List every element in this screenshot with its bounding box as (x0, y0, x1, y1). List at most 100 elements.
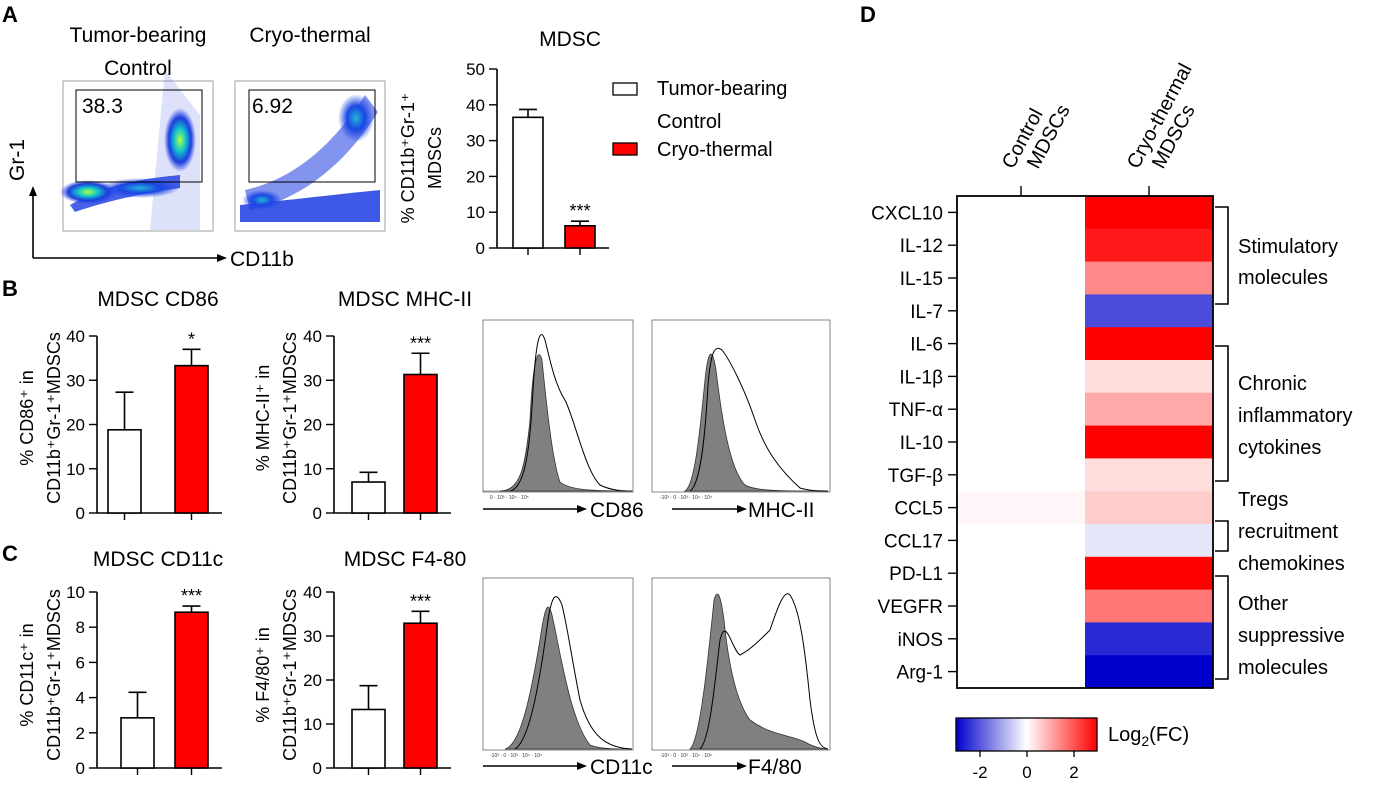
y-axis-label-line2: CD11b⁺Gr-1⁺MDSCs (44, 332, 64, 504)
bar-cryo (403, 373, 438, 514)
y-tick-label: 10 (66, 583, 85, 602)
y-axis-label-line2: CD11b⁺Gr-1⁺MDSCs (44, 589, 64, 761)
heatmap-cell (957, 589, 1086, 623)
x-axis-marker-cd11b: CD11b (230, 248, 294, 271)
flow-dotplot-cryo: 6.92 (234, 80, 386, 232)
y-tick-label: 2 (76, 724, 85, 743)
heatmap-cell (957, 425, 1086, 459)
heatmap-cell (957, 524, 1086, 558)
bar-cryo (174, 611, 209, 769)
panel-letter-b: B (2, 276, 18, 301)
heatmap-cell (1085, 622, 1214, 656)
chart-title: MDSC CD11c (93, 548, 223, 571)
heatmap-cell (957, 294, 1086, 328)
y-tick-label: 0 (313, 759, 322, 778)
group-other-line3: molecules (1238, 657, 1328, 679)
bar-chart-cd86: MDSC CD86 0 10 20 30 40 * % CD86⁺ in CD11b⁺Gr-1⁺… (17, 288, 222, 523)
histogram-cd86: 0 · 10³ · 10⁴ · 10⁵ (482, 319, 634, 501)
y-axis-label-line2: CD11b⁺Gr-1⁺MDSCs (280, 332, 300, 504)
heatmap-row-label: iNOS (898, 630, 943, 651)
significance-marker: *** (410, 333, 431, 353)
chart-title: MDSC CD86 (97, 288, 218, 311)
histogram-cd11c-ticks: -10³ · 0 · 10³ · 10⁴ · 10⁵ (490, 753, 542, 759)
heatmap-cell (957, 392, 1086, 427)
group-brackets (1215, 206, 1229, 680)
y-axis-label-line2: MDSCs (425, 127, 445, 189)
y-tick-label: 10 (303, 460, 322, 479)
heatmap-cell (957, 327, 1086, 361)
bar-control (512, 116, 544, 249)
y-tick-label: 40 (303, 583, 322, 602)
heatmap-row-label: IL-10 (900, 433, 943, 454)
heatmap-cell (1085, 261, 1214, 295)
heatmap-cell (1085, 228, 1214, 263)
heatmap-cell (1085, 589, 1214, 623)
bar-control (351, 481, 386, 514)
y-tick-label: 0 (76, 759, 85, 778)
group-tregs-line3: chemokines (1238, 553, 1345, 575)
y-tick-label: 40 (66, 327, 85, 346)
heatmap-cell (1085, 524, 1214, 558)
y-tick-label: 6 (76, 653, 85, 672)
heatmap-cell (1085, 458, 1214, 492)
colorbar-label: Log2(FC) (1108, 724, 1189, 749)
heatmap-cell (1085, 425, 1214, 459)
y-tick-label: 50 (466, 60, 485, 79)
significance-marker: *** (181, 586, 202, 606)
colorbar-label-fc: (FC) (1149, 724, 1189, 746)
gate-value-control: 38.3 (82, 95, 123, 118)
flow-title-control-line2: Control (104, 57, 172, 80)
heatmap-cell (957, 360, 1086, 394)
legend-label-cryo: Cryo-thermal (657, 139, 773, 161)
y-tick-label: 10 (66, 460, 85, 479)
histogram-cd86-ticks: 0 · 10³ · 10⁴ · 10⁵ (490, 495, 529, 501)
bar-chart-cd11c: MDSC CD11c 0 2 4 6 8 10 *** % CD11c⁺ in CD11b⁺Gr-… (17, 548, 223, 778)
heatmap-row-label: IL-6 (910, 335, 943, 356)
heatmap-row-label: CCL17 (884, 531, 943, 552)
significance-marker: *** (569, 201, 590, 221)
y-tick-label: 0 (313, 504, 322, 523)
y-tick-label: 10 (466, 203, 485, 222)
heatmap-row-label: CCL5 (894, 499, 943, 520)
histogram-f480: -10³ · 0 · 10³ · 10⁴ · 10⁵ (651, 577, 831, 759)
chart-title: MDSC F4-80 (344, 548, 467, 571)
y-axis-label-line1: % CD11b⁺Gr-1⁺ (398, 93, 418, 224)
legend-label-control-line1: Tumor-bearing (657, 78, 787, 100)
heatmap-cell (1085, 196, 1214, 230)
y-tick-label: 20 (66, 416, 85, 435)
heatmap-row-label: IL-7 (910, 302, 943, 323)
group-chronic-line1: Chronic (1238, 373, 1307, 395)
colorbar-tick-2: 2 (1069, 763, 1078, 782)
group-stimulatory-line1: Stimulatory (1238, 236, 1338, 258)
y-tick-label: 10 (303, 715, 322, 734)
y-axis-label-line1: % CD86⁺ in (17, 370, 37, 466)
heatmap-cell (957, 622, 1086, 656)
flow-title-control-line1: Tumor-bearing (70, 24, 207, 47)
panel-letter-d: D (860, 2, 876, 27)
bar-control (107, 429, 142, 514)
hist-label-cd86: CD86 (590, 499, 644, 522)
y-tick-label: 40 (466, 96, 485, 115)
y-tick-label: 20 (303, 671, 322, 690)
heatmap-row-label: TNF-α (889, 400, 943, 421)
y-tick-label: 20 (466, 167, 485, 186)
flow-dotplot-control: 38.3 (60, 70, 214, 232)
y-tick-label: 0 (76, 504, 85, 523)
histogram-mhc2-ticks: -10³ · 0 · 10³ · 10⁴ · 10⁵ (660, 495, 712, 501)
hist-label-cd11c: CD11c (590, 756, 653, 779)
y-tick-label: 40 (303, 327, 322, 346)
bar-cryo (174, 364, 209, 514)
colorbar-label-log: Log (1108, 724, 1141, 746)
flow-title-cryo: Cryo-thermal (249, 24, 370, 47)
colorbar-tick-0: 0 (1022, 763, 1031, 782)
heatmap-cell (1085, 556, 1214, 591)
heatmap-row-label: PD-L1 (889, 564, 943, 585)
colorbar-tick-neg2: -2 (972, 763, 987, 782)
y-tick-label: 20 (303, 416, 322, 435)
bar-cryo (564, 225, 596, 249)
histogram-cd11c: -10³ · 0 · 10³ · 10⁴ · 10⁵ (482, 577, 634, 759)
y-tick-label: 8 (76, 618, 85, 637)
legend: Tumor-bearing Control Cryo-thermal (612, 78, 787, 161)
y-axis-label-line1: % CD11c⁺ in (17, 623, 37, 726)
histogram-mhc2: -10³ · 0 · 10³ · 10⁴ · 10⁵ (651, 319, 831, 501)
